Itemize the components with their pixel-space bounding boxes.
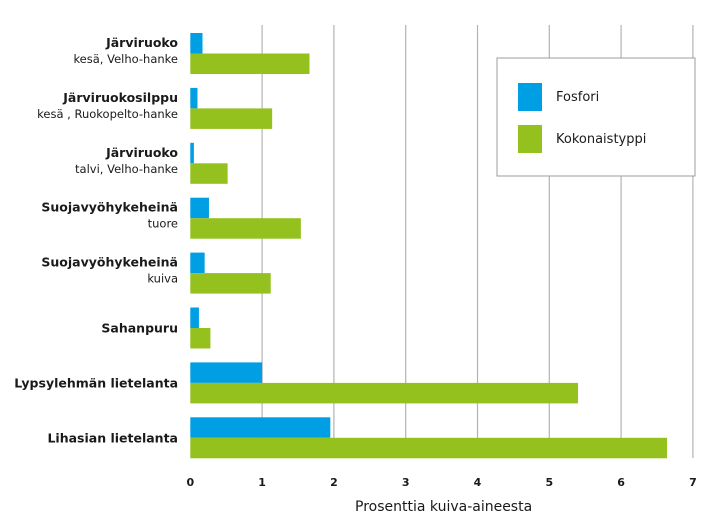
category-sublabel: talvi, Velho-hanke	[75, 162, 178, 176]
x-tick-label: 3	[402, 476, 410, 489]
fosfori-bar	[190, 417, 331, 438]
kokonaistyppi-bar	[190, 53, 310, 74]
category-label: Järviruoko	[105, 35, 178, 50]
x-tick-label: 5	[545, 476, 553, 489]
kokonaistyppi-bar	[190, 382, 579, 404]
category-label: Suojavyöhykeheinä	[41, 255, 178, 270]
fosfori-bar	[190, 142, 194, 164]
x-tick-label: 6	[617, 476, 625, 489]
kokonaistyppi-bar	[190, 218, 301, 239]
x-tick-label: 0	[186, 476, 194, 489]
fosfori-bar	[190, 197, 209, 219]
kokonaistyppi-bar	[190, 108, 273, 129]
x-tick-label: 2	[330, 476, 338, 489]
category-sublabel: tuore	[148, 217, 178, 231]
kokonaistyppi-bar	[190, 163, 228, 184]
category-sublabel: kesä , Ruokopelto-hanke	[37, 107, 178, 121]
category-label: Järviruokosilppu	[62, 90, 178, 105]
kokonaistyppi-bar	[190, 273, 271, 294]
x-axis-label: Prosenttia kuiva-aineesta	[355, 499, 532, 515]
legend-label: Fosfori	[556, 90, 599, 105]
category-label: Järviruoko	[105, 145, 178, 160]
legend-swatch	[518, 125, 542, 153]
kokonaistyppi-bar	[190, 437, 668, 459]
category-label: Suojavyöhykeheinä	[41, 200, 178, 215]
category-label: Sahanpuru	[101, 321, 178, 336]
fosfori-bar	[190, 307, 199, 328]
category-sublabel: kesä, Velho-hanke	[73, 52, 178, 66]
legend-swatch	[518, 83, 542, 111]
fosfori-bar	[190, 33, 203, 54]
legend-box	[496, 57, 696, 177]
category-label: Lypsylehmän lietelanta	[14, 375, 178, 390]
category-sublabel: kuiva	[147, 272, 178, 286]
category-label: Lihasian lietelanta	[47, 430, 178, 445]
x-tick-label: 4	[474, 476, 482, 489]
fosfori-bar	[190, 252, 205, 274]
x-tick-label: 1	[258, 476, 266, 489]
kokonaistyppi-bar	[190, 328, 211, 349]
fosfori-bar	[190, 362, 263, 383]
x-tick-label: 7	[689, 476, 697, 489]
legend-label: Kokonaistyppi	[556, 132, 646, 147]
fosfori-bar	[190, 87, 198, 109]
